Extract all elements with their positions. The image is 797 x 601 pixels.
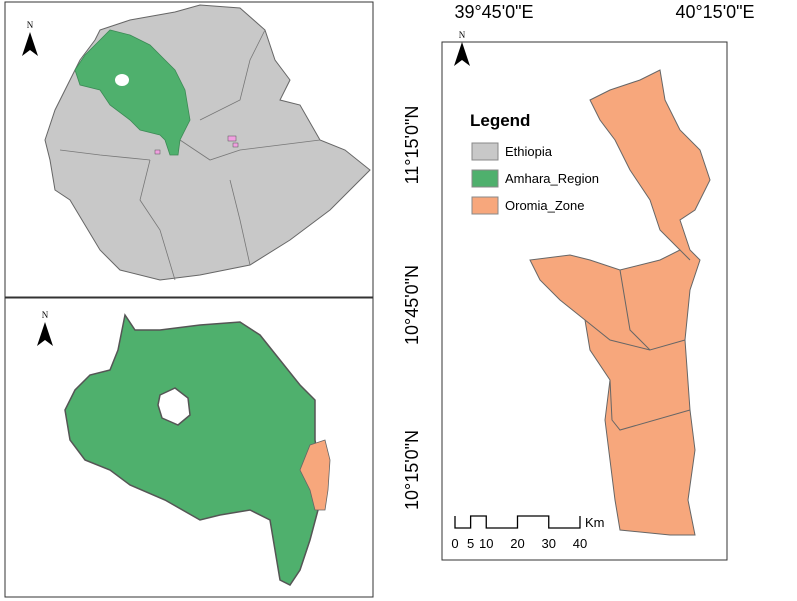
- longitude-label: 39°45'0"E: [454, 2, 533, 22]
- oromia-zone-shape: [529, 69, 711, 536]
- legend-label: Ethiopia: [505, 144, 553, 159]
- latitude-label: 10°45'0"N: [402, 265, 422, 345]
- district-boundaries: [584, 249, 691, 431]
- zone-marker: [154, 149, 161, 155]
- ethiopia-boundaries: [59, 29, 321, 281]
- north-arrow: [37, 322, 53, 346]
- latitude-label: 11°15'0"N: [402, 106, 422, 185]
- zone-marker: [227, 135, 237, 142]
- north-label: N: [459, 30, 466, 40]
- scale-label: 0: [451, 536, 458, 551]
- legend: Legend Ethiopia Amhara_Region Oromia_Zone: [470, 111, 599, 215]
- legend-swatch: [471, 142, 499, 161]
- legend-swatch: [471, 169, 499, 188]
- legend-label: Oromia_Zone: [505, 198, 584, 213]
- north-label: N: [42, 310, 49, 320]
- amhara-shape: [74, 29, 191, 156]
- north-arrow: [22, 32, 38, 56]
- north-arrow: [454, 42, 470, 66]
- scale-line: [454, 515, 581, 529]
- lake-hole: [157, 387, 191, 426]
- legend-swatch: [471, 196, 499, 215]
- lake-hole: [115, 74, 129, 86]
- scale-label: 40: [573, 536, 587, 551]
- scale-bar: 0 5 10 20 30 40 Km: [451, 515, 604, 551]
- scale-label: 30: [542, 536, 556, 551]
- amhara-shape: [64, 313, 321, 586]
- latitude-label: 10°15'0"N: [402, 430, 422, 510]
- scale-label: 10: [479, 536, 493, 551]
- oromia-shape: [299, 439, 331, 511]
- legend-label: Amhara_Region: [505, 171, 599, 186]
- scale-label: 5: [467, 536, 474, 551]
- legend-title: Legend: [470, 111, 530, 130]
- scale-unit: Km: [585, 515, 605, 530]
- longitude-label: 40°15'0"E: [675, 2, 754, 22]
- zone-marker: [232, 142, 239, 148]
- scale-label: 20: [510, 536, 524, 551]
- north-label: N: [27, 20, 34, 30]
